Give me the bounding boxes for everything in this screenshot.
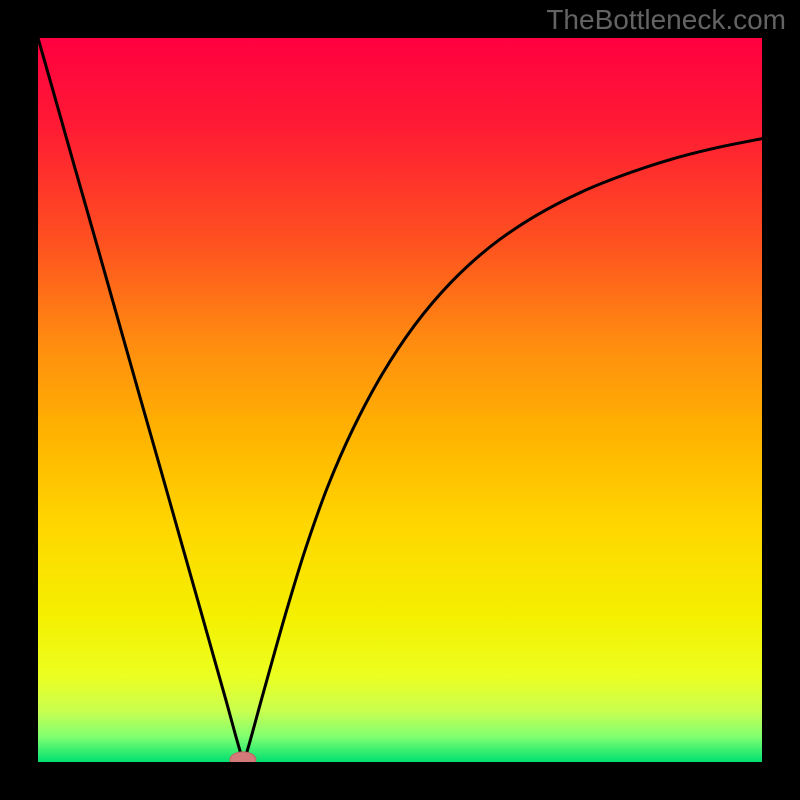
plot-background-gradient [38, 38, 762, 762]
bottleneck-chart: TheBottleneck.com [0, 0, 800, 800]
watermark-text: TheBottleneck.com [546, 4, 786, 36]
chart-canvas [0, 0, 800, 800]
